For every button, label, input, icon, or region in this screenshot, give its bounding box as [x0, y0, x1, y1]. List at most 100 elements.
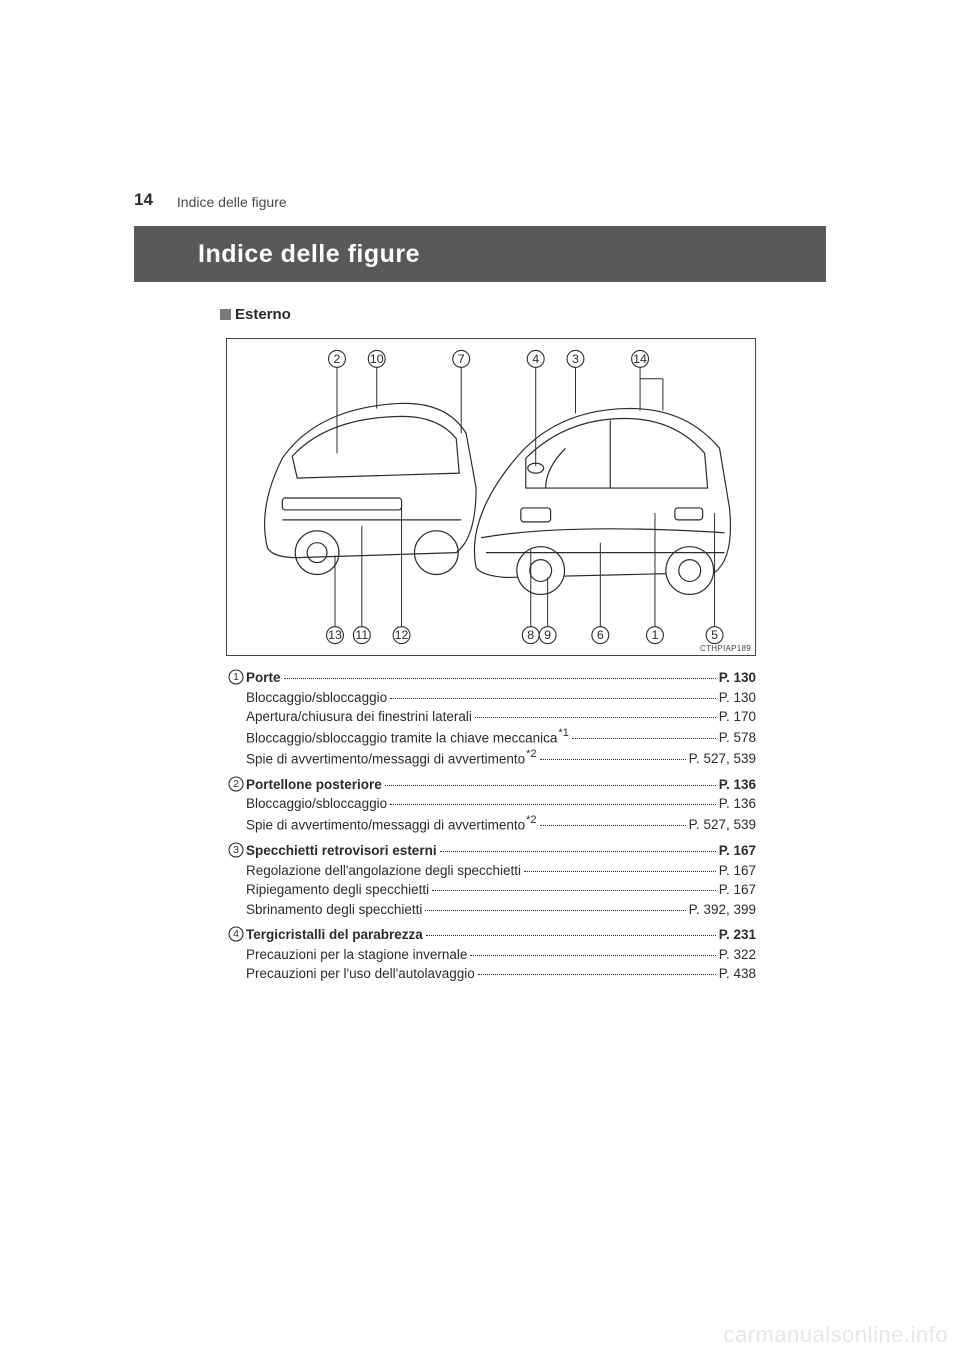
page-reference: P. 130: [719, 668, 756, 688]
entry-label: Bloccaggio/sbloccaggio tramite la chiave…: [246, 727, 569, 748]
svg-text:3: 3: [233, 844, 239, 856]
running-head-text: Indice delle figure: [177, 194, 287, 210]
leader-dots: [390, 698, 716, 699]
callout-number: 11: [355, 628, 368, 642]
leader-dots: [524, 871, 716, 872]
svg-text:2: 2: [233, 778, 239, 790]
page-reference: P. 578: [719, 728, 756, 748]
entry-label: Sbrinamento degli specchietti: [246, 900, 422, 920]
entry-lines: Porte P. 130Bloccaggio/sbloccaggioP. 130…: [246, 668, 756, 769]
callout-number: 9: [544, 628, 551, 642]
entry-label: Ripiegamento degli specchietti: [246, 880, 429, 900]
leader-dots: [432, 890, 716, 891]
running-header: 14 Indice delle figure: [134, 180, 826, 210]
leader-dots: [478, 974, 716, 975]
front-vehicle-outline: [474, 408, 730, 594]
section-banner: Indice delle figure: [134, 226, 826, 282]
callout-number: 1: [652, 628, 659, 642]
index-entry: 3Specchietti retrovisori esterni P. 167R…: [226, 841, 756, 919]
entry-label: Bloccaggio/sbloccaggio: [246, 794, 387, 814]
page-reference: P. 170: [719, 707, 756, 727]
callout-number: 14: [633, 352, 647, 366]
index-row: Tergicristalli del parabrezza P. 231: [246, 925, 756, 945]
leader-dots: [385, 785, 716, 786]
index-row: Spie di avvertimento/messaggi di avverti…: [246, 748, 756, 769]
entry-label: Regolazione dell'angolazione degli specc…: [246, 861, 521, 881]
page-reference: P. 167: [719, 841, 756, 861]
page-reference: P. 438: [719, 964, 756, 984]
entry-lines: Specchietti retrovisori esterni P. 167Re…: [246, 841, 756, 919]
callout-number: 7: [458, 352, 465, 366]
index-row: Sbrinamento degli specchiettiP. 392, 399: [246, 900, 756, 920]
index-row: Porte P. 130: [246, 668, 756, 688]
entry-label: Specchietti retrovisori esterni: [246, 841, 437, 861]
entry-label: Porte: [246, 668, 281, 688]
entry-label: Tergicristalli del parabrezza: [246, 925, 423, 945]
callouts-bottom: 13111289615: [327, 627, 723, 644]
callout-number: 8: [527, 628, 534, 642]
index-entry: 2Portellone posteriore P. 136Bloccaggio/…: [226, 775, 756, 835]
figure-caption: CTHPIAP189: [700, 644, 751, 653]
index-row: Precauzioni per l'uso dell'autolavaggio P…: [246, 964, 756, 984]
index-row: Bloccaggio/sbloccaggio P. 136: [246, 794, 756, 814]
rear-vehicle-outline: [265, 403, 477, 574]
svg-text:1: 1: [233, 671, 239, 683]
page-reference: P. 136: [719, 794, 756, 814]
index-row: Regolazione dell'angolazione degli specc…: [246, 861, 756, 881]
callout-number: 2: [334, 352, 341, 366]
banner-title: Indice delle figure: [198, 240, 420, 269]
index-row: Spie di avvertimento/messaggi di avverti…: [246, 814, 756, 835]
callouts-top: 2 10 7 4 3 14: [329, 350, 649, 367]
vehicle-exterior-figure: 21074314 13111289615 CTHPIAP189: [226, 338, 756, 656]
page-reference: P. 322: [719, 945, 756, 965]
entry-label: Precauzioni per l'uso dell'autolavaggio: [246, 964, 475, 984]
leader-dots: [440, 851, 716, 852]
page-reference: P. 527, 539: [689, 749, 756, 769]
callout-number: 3: [572, 352, 579, 366]
entry-lines: Tergicristalli del parabrezza P. 231Prec…: [246, 925, 756, 984]
index-row: Specchietti retrovisori esterni P. 167: [246, 841, 756, 861]
square-bullet-icon: [220, 309, 231, 320]
leader-dots: [572, 738, 716, 739]
leader-dots: [475, 717, 716, 718]
subsection-text: Esterno: [235, 306, 291, 323]
callout-number: 4: [532, 352, 539, 366]
entry-label: Spie di avvertimento/messaggi di avverti…: [246, 748, 537, 769]
entry-label: Precauzioni per la stagione invernale: [246, 945, 467, 965]
index-row: Ripiegamento degli specchietti P. 167: [246, 880, 756, 900]
page: 14 Indice delle figure Indice delle figu…: [0, 0, 960, 1358]
entry-label: Spie di avvertimento/messaggi di avverti…: [246, 814, 537, 835]
leader-dots: [426, 935, 716, 936]
entry-marker: 4: [226, 925, 246, 984]
index-entry: 4Tergicristalli del parabrezza P. 231Pre…: [226, 925, 756, 984]
index-row: Bloccaggio/sbloccaggioP. 130: [246, 688, 756, 708]
svg-text:4: 4: [233, 928, 239, 940]
leader-dots: [540, 759, 686, 760]
page-reference: P. 136: [719, 775, 756, 795]
entry-label: Portellone posteriore: [246, 775, 382, 795]
callout-number: 13: [328, 628, 342, 642]
page-number: 14: [134, 190, 153, 210]
vehicle-diagram-svg: 21074314 13111289615: [227, 339, 755, 655]
leader-dots: [540, 825, 686, 826]
leader-dots: [470, 955, 715, 956]
index-row: Portellone posteriore P. 136: [246, 775, 756, 795]
index-row: Precauzioni per la stagione invernale P. …: [246, 945, 756, 965]
leader-dots: [284, 678, 716, 679]
page-reference: P. 130: [719, 688, 756, 708]
watermark: carmanualsonline.info: [723, 1322, 948, 1348]
index-entry: 1 Porte P. 130Bloccaggio/sbloccaggioP. 13…: [226, 668, 756, 769]
entry-marker: 3: [226, 841, 246, 919]
page-reference: P. 167: [719, 880, 756, 900]
index-row: Bloccaggio/sbloccaggio tramite la chiave…: [246, 727, 756, 748]
subsection-label: Esterno: [220, 306, 291, 323]
entry-marker: 2: [226, 775, 246, 835]
callout-number: 10: [370, 352, 384, 366]
index-row: Apertura/chiusura dei finestrini lateral…: [246, 707, 756, 727]
page-reference: P. 527, 539: [689, 815, 756, 835]
callout-number: 6: [597, 628, 604, 642]
entry-label: Apertura/chiusura dei finestrini lateral…: [246, 707, 472, 727]
leader-dots: [425, 910, 685, 911]
index-entries: 1Porte P. 130Bloccaggio/sbloccaggioP. 13…: [226, 668, 756, 990]
page-reference: P. 167: [719, 861, 756, 881]
